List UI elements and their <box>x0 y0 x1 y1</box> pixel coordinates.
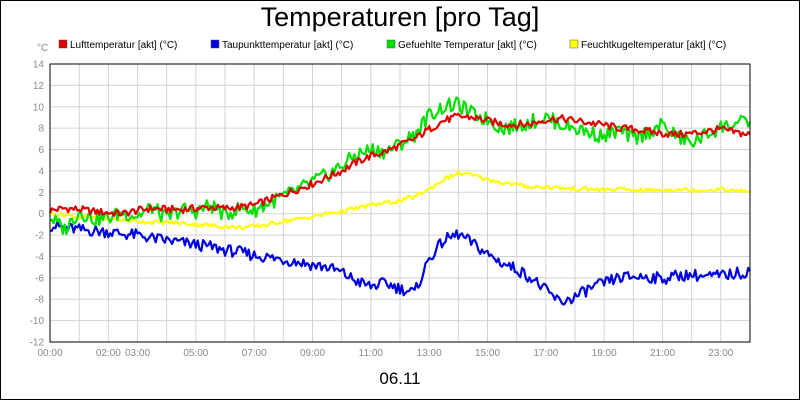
x-tick-label: 13:00 <box>417 348 442 359</box>
series-line-gefuehlte-temperatur <box>49 96 752 236</box>
y-tick-label: -2 <box>35 231 44 242</box>
x-tick-label: 19:00 <box>592 348 617 359</box>
y-tick-label: 4 <box>38 166 44 177</box>
y-tick-label: 0 <box>38 209 44 220</box>
y-axis-unit: °C <box>37 43 48 54</box>
x-tick-label: 21:00 <box>650 348 675 359</box>
y-tick-label: -12 <box>30 338 45 349</box>
legend-label-taupunkttemperatur: Taupunkttemperatur [akt] (°C) <box>222 40 353 51</box>
y-tick-label: 6 <box>38 145 44 156</box>
x-tick-label: 07:00 <box>242 348 267 359</box>
x-tick-label: 03:00 <box>125 348 150 359</box>
y-tick-label: 12 <box>33 81 45 92</box>
y-axis-ticks: 14 12 10 8 6 4 2 0 -2 -4 -6 -8 -10 -12 <box>30 60 45 349</box>
legend-label-lufttemperatur: Lufttemperatur [akt] (°C) <box>70 40 177 51</box>
x-tick-label: 15:00 <box>475 348 500 359</box>
grid <box>49 63 751 343</box>
x-tick-label: 11:00 <box>359 348 384 359</box>
legend-label-feuchtkugeltemperatur: Feuchtkugeltemperatur [akt] (°C) <box>581 40 726 51</box>
legend-label-gefuehlte-temperatur: Gefuehlte Temperatur [akt] (°C) <box>398 40 537 51</box>
y-tick-label: 2 <box>38 188 44 199</box>
plot-area-border <box>49 63 751 343</box>
y-tick-label: 14 <box>33 60 45 71</box>
legend-swatch-lufttemperatur <box>58 39 68 49</box>
y-tick-label: -10 <box>30 316 45 327</box>
y-tick-label: 10 <box>33 102 45 113</box>
x-axis-ticks: 00:00 02:00 03:00 05:00 07:00 09:00 11:00 13:00… <box>37 348 733 359</box>
chart-title: Temperaturen [pro Tag] <box>261 2 540 32</box>
x-tick-label: 17:00 <box>533 348 558 359</box>
legend-swatch-gefuehlte-temperatur <box>386 39 396 49</box>
legend-swatch-feuchtkugeltemperatur <box>569 39 579 49</box>
date-label: 06.11 <box>379 369 420 388</box>
x-tick-label: 23:00 <box>708 348 733 359</box>
y-tick-label: 8 <box>38 124 44 135</box>
x-tick-label: 00:00 <box>37 348 62 359</box>
series-line-feuchtkugeltemperatur <box>49 170 751 231</box>
x-tick-label: 02:00 <box>96 348 121 359</box>
legend: Lufttemperatur [akt] (°C) Taupunkttemper… <box>58 39 726 51</box>
x-tick-label: 05:00 <box>183 348 208 359</box>
y-tick-label: -6 <box>35 273 44 284</box>
x-tick-label: 09:00 <box>300 348 325 359</box>
legend-swatch-taupunkttemperatur <box>210 39 220 49</box>
series-line-taupunkttemperatur <box>49 220 751 306</box>
series-line-lufttemperatur <box>48 112 751 217</box>
series-lines <box>48 96 752 306</box>
y-tick-label: -8 <box>35 295 44 306</box>
y-tick-label: -4 <box>35 252 44 263</box>
